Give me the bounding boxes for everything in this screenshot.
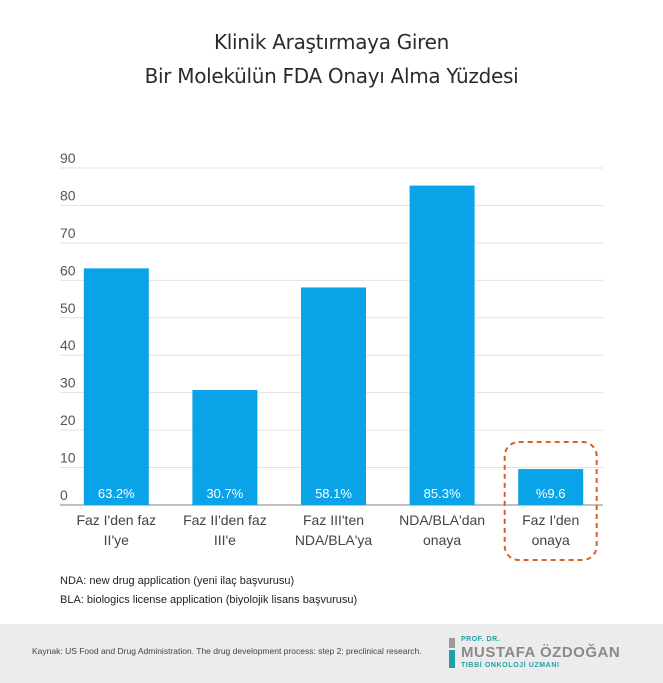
- category-label-4: Faz I'den onaya: [522, 512, 579, 548]
- bar-chart: 0 10 20 30 40 50 60 70 80 90 63.2% 30.7% 58.1% 85.3%…: [60, 150, 603, 561]
- data-label-1: 30.7%: [206, 486, 243, 501]
- bar-0: [83, 268, 149, 505]
- chart-title-line2: Bir Molekülün FDA Onayı Alma Yüzdesi: [144, 64, 519, 88]
- brand-mark-icon: [449, 638, 455, 668]
- bar-3: [409, 185, 475, 506]
- category-labels: Faz I'den faz II'ye Faz II'den faz III'e Faz…: [76, 512, 579, 548]
- y-tick-10: 10: [60, 450, 76, 466]
- data-label-4: %9.6: [536, 486, 566, 501]
- category-label-2: Faz III'ten NDA/BLA'ya: [295, 512, 373, 548]
- bar-1: [192, 390, 258, 505]
- source-text: Kaynak: US Food and Drug Administration.…: [32, 646, 422, 656]
- category-label-3: NDA/BLA'dan onaya: [399, 512, 485, 548]
- bars: [83, 185, 584, 506]
- brand-prefix: PROF. DR.: [461, 636, 501, 643]
- y-tick-30: 30: [60, 375, 76, 391]
- y-axis-ticks: 0 10 20 30 40 50 60 70 80 90: [60, 150, 76, 503]
- y-tick-0: 0: [60, 487, 68, 503]
- y-tick-90: 90: [60, 150, 76, 166]
- y-tick-50: 50: [60, 300, 76, 316]
- data-label-0: 63.2%: [98, 486, 135, 501]
- chart-title-line1: Klinik Araştırmaya Giren: [213, 30, 450, 54]
- data-label-3: 85.3%: [424, 486, 461, 501]
- gridlines: [60, 167, 603, 506]
- category-label-0: Faz I'den faz II'ye: [76, 512, 156, 548]
- note-bla: BLA: biologics license application (biyo…: [60, 594, 358, 606]
- highlight-box-frame: [503, 441, 598, 561]
- footnotes: NDA: new drug application (yeni ilaç baş…: [60, 572, 357, 610]
- y-tick-70: 70: [60, 225, 76, 241]
- brand-name: MUSTAFA ÖZDOĞAN: [461, 644, 621, 661]
- bar-2: [301, 287, 366, 505]
- brand-logo: PROF. DR. MUSTAFA ÖZDOĞAN TIBBİ ONKOLOJİ…: [449, 634, 649, 674]
- data-labels: 63.2% 30.7% 58.1% 85.3% %9.6: [98, 486, 566, 501]
- y-tick-60: 60: [60, 262, 76, 278]
- brand-subtitle: TIBBİ ONKOLOJİ UZMANI: [461, 662, 560, 669]
- note-nda: NDA: new drug application (yeni ilaç baş…: [60, 575, 295, 587]
- data-label-2: 58.1%: [315, 486, 352, 501]
- category-label-1: Faz II'den faz III'e: [183, 512, 267, 548]
- y-tick-80: 80: [60, 187, 76, 203]
- y-tick-20: 20: [60, 412, 76, 428]
- footer: Kaynak: US Food and Drug Administration.…: [0, 624, 663, 683]
- y-tick-40: 40: [60, 337, 76, 353]
- bar-4: [518, 469, 584, 505]
- highlight-box: [503, 441, 598, 561]
